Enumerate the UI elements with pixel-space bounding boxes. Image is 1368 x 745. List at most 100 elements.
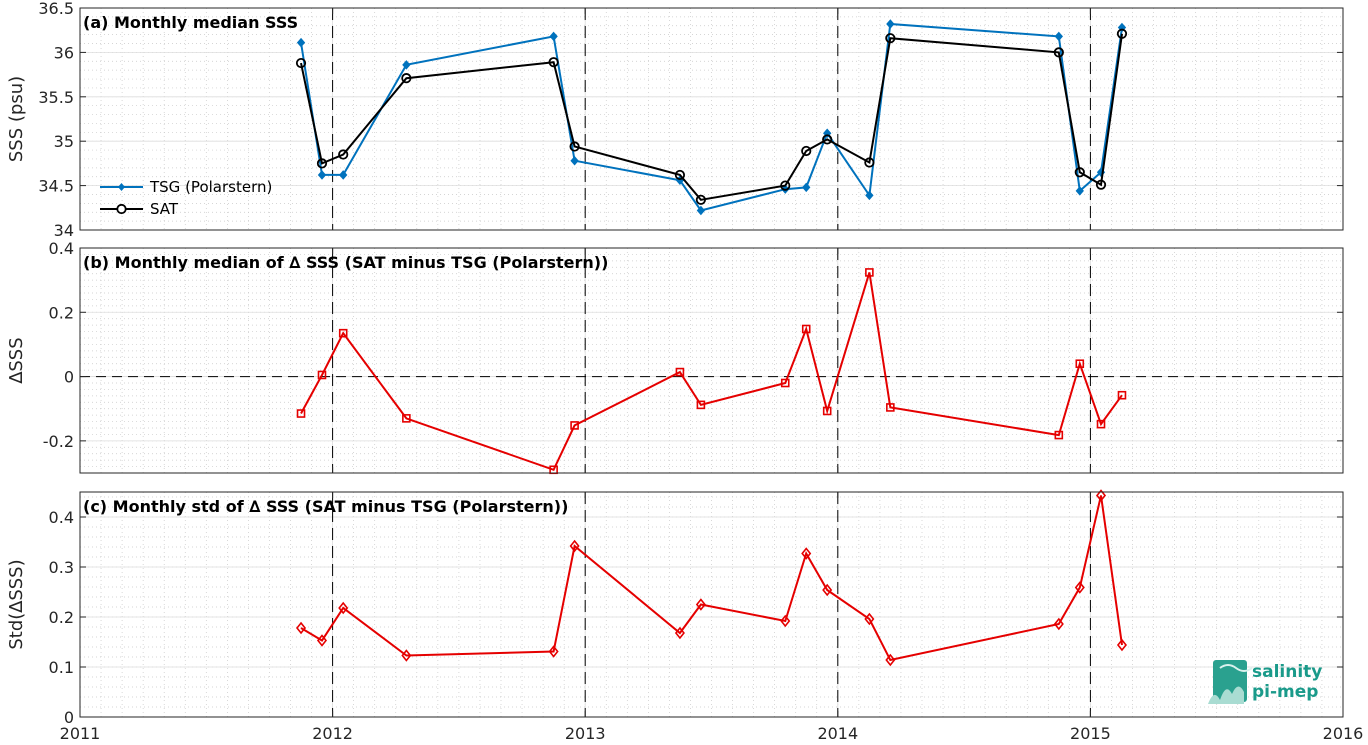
legend-label: SAT bbox=[150, 200, 179, 218]
data-point bbox=[674, 626, 685, 640]
data-point bbox=[780, 378, 790, 388]
data-point bbox=[1095, 489, 1107, 502]
data-point bbox=[338, 601, 349, 615]
y-tick-label: 0 bbox=[64, 708, 74, 727]
y-tick-label: 36.5 bbox=[38, 0, 74, 18]
series-delta-sss bbox=[296, 489, 1127, 667]
panel-title: (b) Monthly median of ∆ SSS (SAT minus T… bbox=[83, 253, 608, 272]
y-tick-label: 0.2 bbox=[49, 608, 74, 627]
data-point bbox=[316, 634, 328, 647]
series-delta-sss bbox=[296, 268, 1127, 475]
data-point bbox=[885, 33, 896, 44]
data-point bbox=[316, 158, 328, 169]
axes-box bbox=[79, 491, 1344, 718]
panel-3: 0 0.1 0.2 0.3 0.4 2011 2012 2013 2014 2015 2016 (c)… bbox=[6, 489, 1364, 743]
y-tick-label: 0.4 bbox=[49, 508, 74, 527]
data-point bbox=[569, 539, 580, 553]
y-tick-label: 36 bbox=[54, 43, 74, 62]
data-point bbox=[822, 134, 833, 145]
data-point bbox=[696, 400, 706, 410]
data-point bbox=[338, 328, 348, 338]
series-sat bbox=[295, 28, 1128, 205]
data-point bbox=[1053, 47, 1064, 58]
y-tick-label: 34 bbox=[54, 221, 74, 240]
data-point bbox=[865, 190, 874, 201]
data-point bbox=[1116, 28, 1128, 39]
data-point bbox=[1075, 359, 1085, 369]
legend-marker bbox=[118, 183, 125, 191]
y-tick-label: -0.2 bbox=[43, 432, 74, 451]
y-tick-label: 35 bbox=[54, 132, 74, 151]
data-point bbox=[1054, 31, 1063, 42]
data-point bbox=[675, 367, 685, 377]
legend-label: TSG (Polarstern) bbox=[149, 178, 272, 196]
data-point bbox=[864, 157, 875, 168]
data-point bbox=[402, 60, 411, 70]
data-point bbox=[1075, 186, 1084, 196]
data-point bbox=[339, 170, 348, 180]
data-point bbox=[886, 403, 895, 412]
data-point bbox=[780, 614, 791, 628]
panel-1: 34 34.5 35 35.5 36 36.5 (a) Monthly median SSS… bbox=[6, 0, 1344, 240]
x-tick-label: 2016 bbox=[1323, 724, 1364, 743]
data-point bbox=[1116, 638, 1127, 652]
data-point bbox=[865, 268, 874, 277]
data-point bbox=[401, 73, 412, 84]
y-tick-label: 0 bbox=[64, 368, 74, 387]
logo-stroke bbox=[1219, 664, 1253, 672]
logo-text-line1: salinity bbox=[1252, 662, 1322, 682]
data-point bbox=[548, 645, 559, 658]
x-tick-label: 2012 bbox=[312, 724, 353, 743]
data-point bbox=[338, 149, 349, 160]
panel-2: -0.2 0 0.2 0.4 (b) Monthly median of ∆ SSS (… bbox=[6, 239, 1344, 475]
data-point bbox=[296, 409, 306, 418]
data-point bbox=[696, 205, 706, 216]
data-point bbox=[695, 194, 706, 205]
data-point bbox=[569, 141, 580, 152]
data-point bbox=[801, 145, 812, 157]
y-tick-label: 0.3 bbox=[49, 558, 74, 577]
x-tick-label: 2013 bbox=[565, 724, 606, 743]
data-point bbox=[402, 414, 411, 423]
y-axis-label: SSS (psu) bbox=[6, 76, 27, 162]
y-axis-label: Std(∆SSS) bbox=[6, 559, 27, 649]
panel-title: (c) Monthly std of ∆ SSS (SAT minus TSG … bbox=[83, 497, 568, 516]
panel-title: (a) Monthly median SSS bbox=[83, 13, 298, 32]
data-point bbox=[549, 31, 558, 42]
data-point bbox=[548, 57, 559, 68]
data-point bbox=[1054, 430, 1064, 440]
data-point bbox=[1074, 167, 1085, 178]
data-point bbox=[801, 547, 812, 560]
series-line bbox=[300, 272, 1123, 472]
legend: TSG (Polarstern) SAT bbox=[100, 178, 272, 218]
data-point bbox=[864, 612, 875, 626]
x-tick-label: 2011 bbox=[60, 724, 101, 743]
axes-box bbox=[79, 7, 1344, 231]
data-point bbox=[674, 169, 686, 181]
y-tick-label: 34.5 bbox=[38, 177, 74, 196]
y-tick-label: 0.2 bbox=[49, 303, 74, 322]
data-point bbox=[570, 155, 579, 166]
y-axis-label: ∆SSS bbox=[6, 337, 27, 384]
data-point bbox=[695, 598, 706, 611]
y-tick-label: 35.5 bbox=[38, 88, 74, 107]
data-point bbox=[886, 19, 895, 29]
data-point bbox=[570, 421, 579, 430]
logo-wave bbox=[1208, 686, 1244, 704]
data-point bbox=[1074, 581, 1085, 594]
data-point bbox=[780, 180, 791, 191]
data-point bbox=[822, 406, 832, 416]
logo-text-line2: pi-mep bbox=[1252, 682, 1318, 702]
series-line bbox=[300, 495, 1123, 662]
data-point bbox=[1095, 179, 1107, 190]
data-point bbox=[802, 182, 811, 193]
y-tick-label: 0.1 bbox=[49, 658, 74, 677]
series-line bbox=[300, 33, 1123, 201]
x-tick-label: 2014 bbox=[817, 724, 858, 743]
data-point bbox=[1117, 390, 1127, 400]
data-point bbox=[801, 324, 811, 334]
data-point bbox=[1053, 617, 1064, 631]
data-point bbox=[1096, 419, 1106, 429]
